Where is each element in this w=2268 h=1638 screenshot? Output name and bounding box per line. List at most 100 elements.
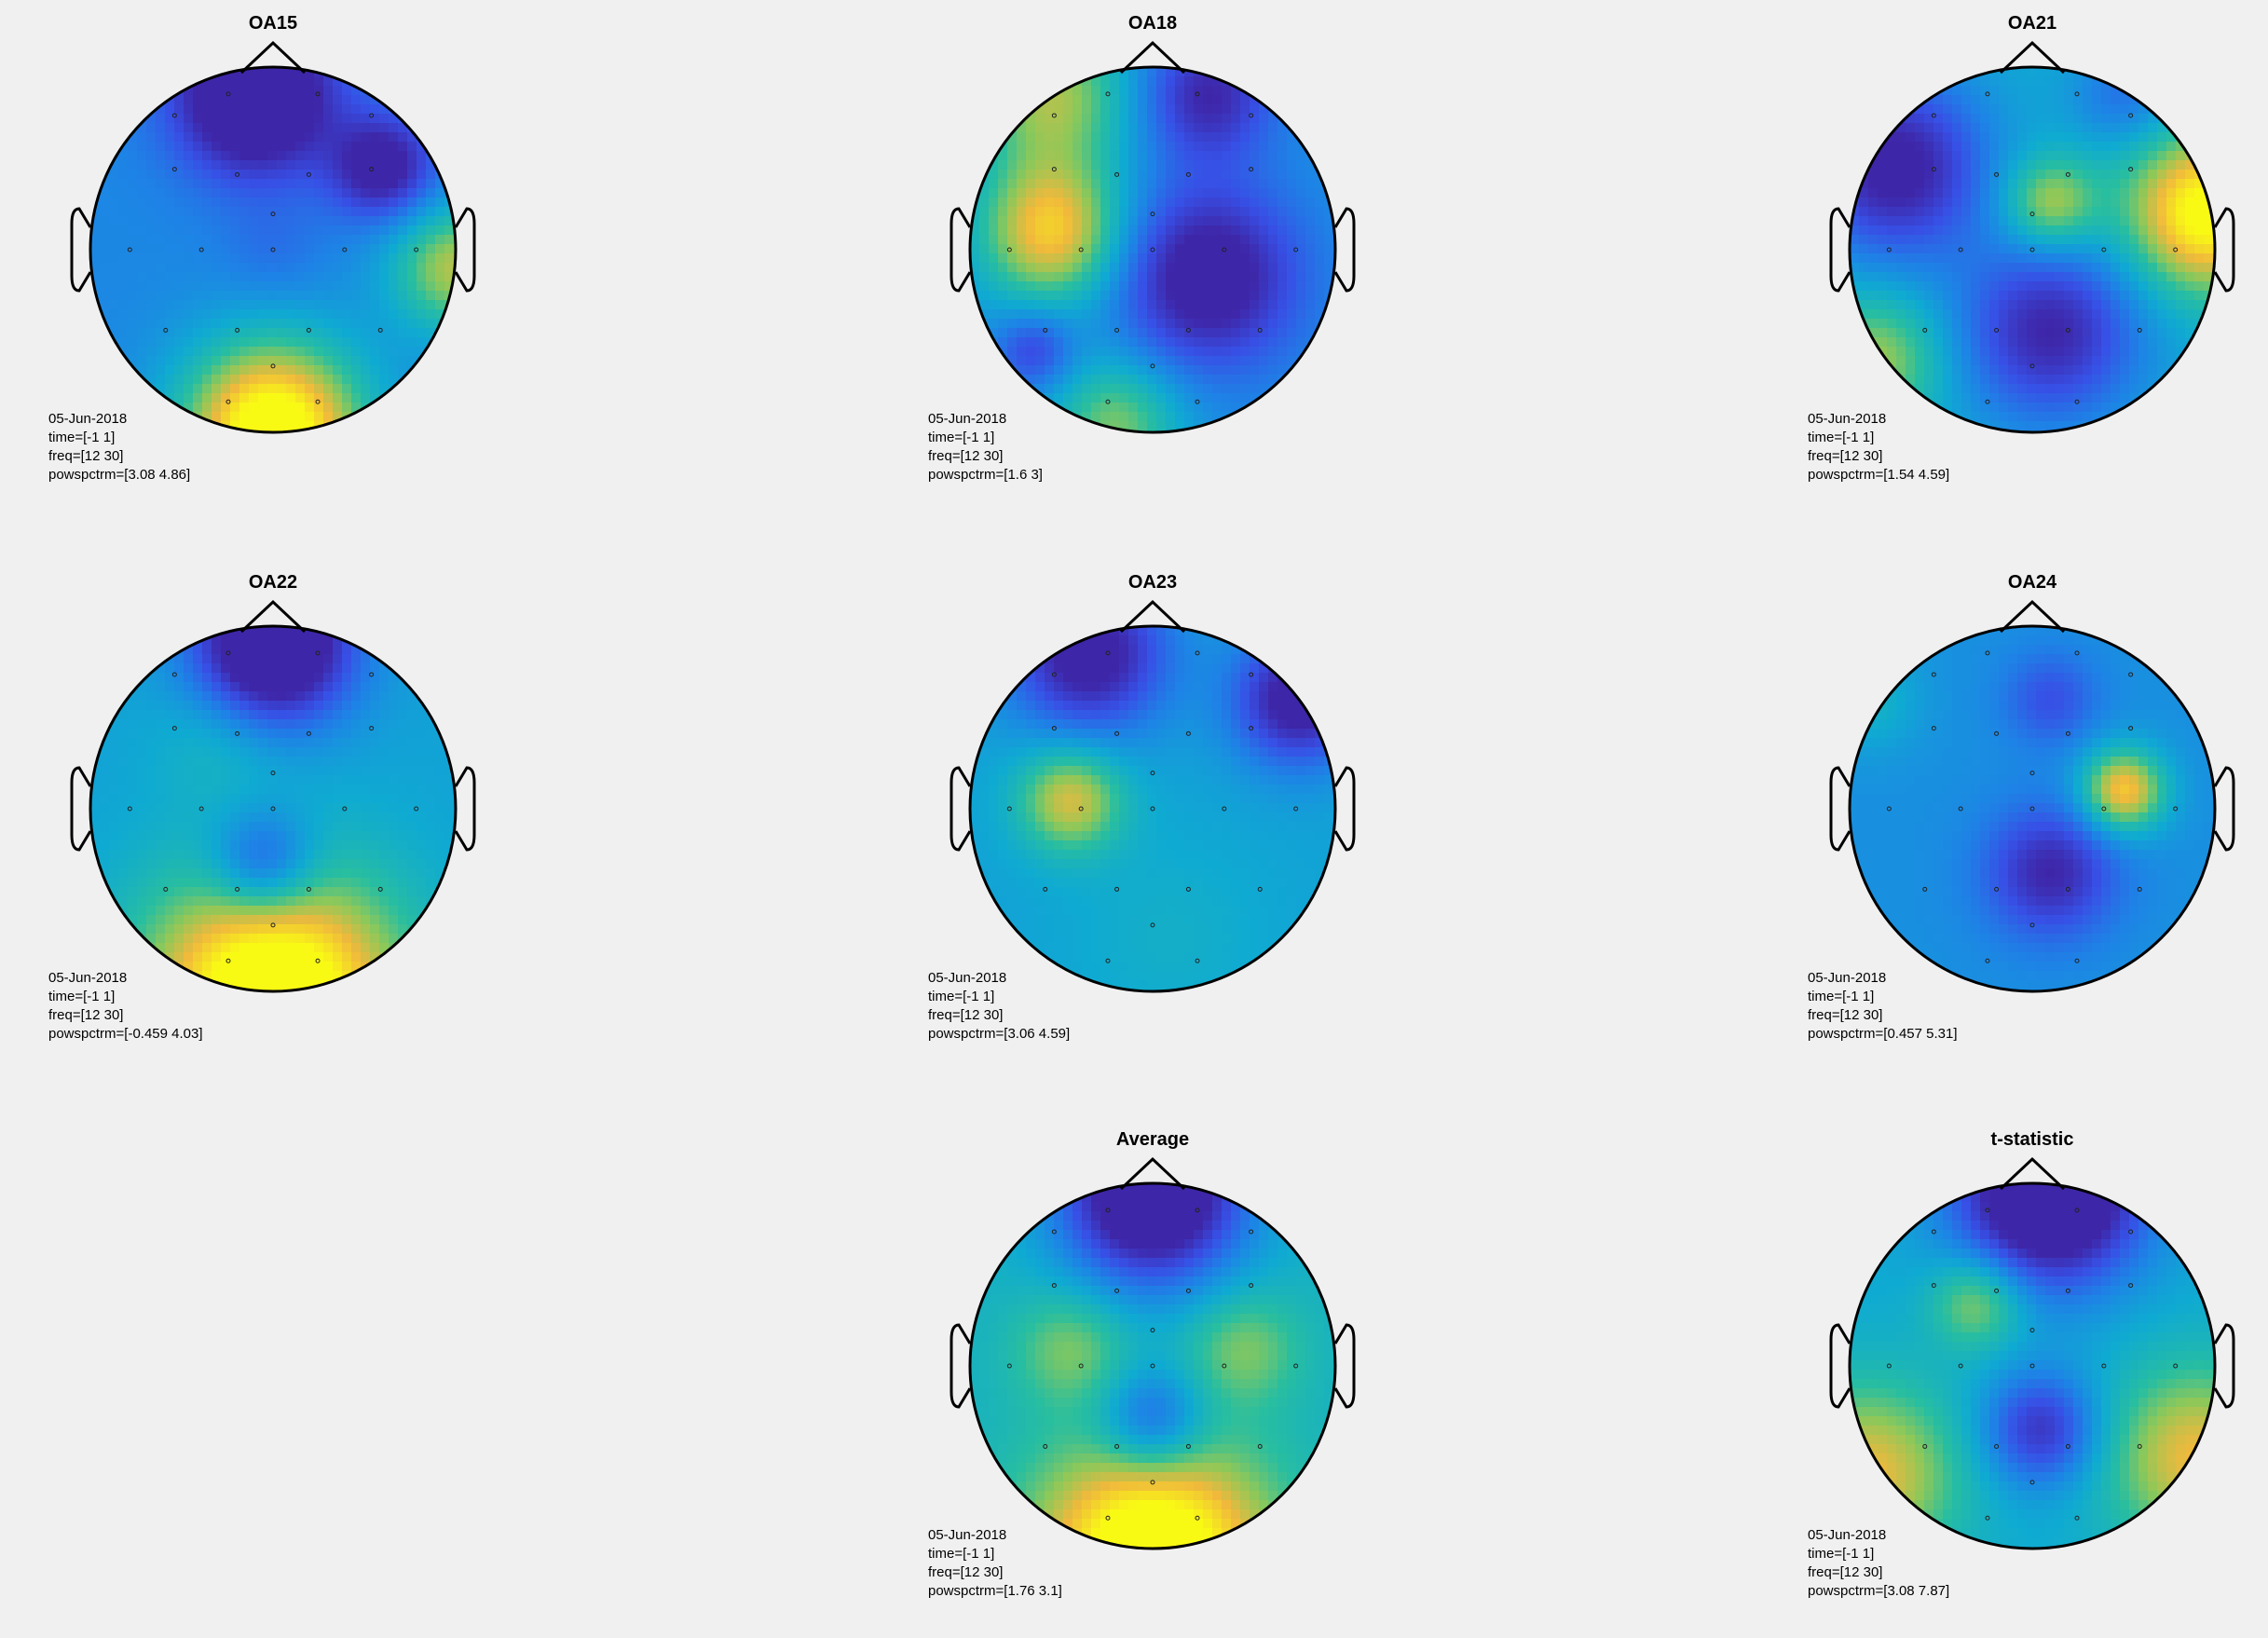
field-cell xyxy=(230,738,240,748)
field-cell xyxy=(212,95,222,105)
field-cell xyxy=(267,757,278,767)
field-cell xyxy=(323,701,334,711)
field-cell xyxy=(258,347,268,357)
field-cell xyxy=(277,850,287,860)
field-cell xyxy=(1296,337,1306,348)
field-cell xyxy=(230,216,240,226)
field-cell xyxy=(1887,356,1897,366)
field-cell xyxy=(1054,244,1064,254)
field-cell xyxy=(118,216,129,226)
field-cell xyxy=(1296,272,1306,282)
field-cell xyxy=(305,850,315,860)
field-cell xyxy=(239,114,250,124)
field-cell xyxy=(1952,393,1962,403)
field-cell xyxy=(1268,356,1278,366)
field-cell xyxy=(1259,244,1269,254)
field-cell xyxy=(1175,347,1185,357)
field-cell xyxy=(1952,188,1962,198)
field-cell xyxy=(2157,188,2167,198)
field-cell xyxy=(1184,430,1195,432)
field-cell xyxy=(239,663,250,674)
field-cell xyxy=(333,188,343,198)
field-cell xyxy=(1147,319,1157,329)
electrode-marker xyxy=(2074,399,2080,404)
field-cell xyxy=(314,850,324,860)
field-cell xyxy=(277,775,287,785)
field-cell xyxy=(370,654,380,664)
field-cell xyxy=(1054,132,1064,143)
field-cell xyxy=(212,868,222,879)
field-cell xyxy=(118,253,129,264)
field-cell xyxy=(156,840,166,851)
field-cell xyxy=(1138,356,1148,366)
field-cell xyxy=(2092,319,2102,329)
field-cell xyxy=(1878,319,1888,329)
field-cell xyxy=(361,412,371,422)
field-cell xyxy=(1906,375,1916,385)
field-cell xyxy=(1166,244,1176,254)
field-cell xyxy=(979,309,990,320)
field-cell xyxy=(426,253,436,264)
field-cell xyxy=(165,337,175,348)
field-cell xyxy=(2008,403,2018,413)
field-cell xyxy=(2111,281,2121,292)
field-cell xyxy=(370,356,380,366)
field-cell xyxy=(165,188,175,198)
field-cell xyxy=(2157,235,2167,245)
field-cell xyxy=(314,412,324,422)
field-cell xyxy=(398,822,408,832)
field-cell xyxy=(2008,272,2018,282)
field-cell xyxy=(2157,300,2167,310)
field-cell xyxy=(221,691,231,702)
field-cell xyxy=(239,300,250,310)
field-cell xyxy=(1222,393,1232,403)
field-cell xyxy=(118,291,129,301)
field-cell xyxy=(2008,365,2018,375)
field-cell xyxy=(342,300,352,310)
field-cell xyxy=(1073,225,1083,236)
field-cell xyxy=(2194,272,2205,282)
field-cell xyxy=(1184,393,1195,403)
field-cell xyxy=(277,663,287,674)
field-cell xyxy=(1268,337,1278,348)
field-cell xyxy=(2138,319,2149,329)
field-cell xyxy=(351,235,362,245)
field-cell xyxy=(109,859,119,869)
field-cell xyxy=(342,123,352,133)
field-cell xyxy=(2045,151,2056,161)
field-cell xyxy=(361,859,371,869)
field-cell xyxy=(1296,225,1306,236)
field-cell xyxy=(426,757,436,767)
field-cell xyxy=(2120,291,2130,301)
field-cell xyxy=(2148,309,2158,320)
info-range: powspctrm=[1.6 3] xyxy=(928,467,1043,483)
field-cell xyxy=(1305,300,1316,310)
field-cell xyxy=(1240,198,1250,208)
field-cell xyxy=(202,347,212,357)
field-cell xyxy=(193,142,203,152)
field-cell xyxy=(286,822,296,832)
field-cell xyxy=(221,393,231,403)
field-cell xyxy=(1943,179,1953,189)
field-cell xyxy=(2101,328,2111,338)
electrode-marker xyxy=(2173,247,2179,253)
field-cell xyxy=(1952,365,1962,375)
field-cell xyxy=(323,710,334,720)
field-cell xyxy=(2008,151,2018,161)
field-cell xyxy=(128,729,138,739)
field-cell xyxy=(295,663,306,674)
field-cell xyxy=(1896,291,1906,301)
field-cell xyxy=(128,253,138,264)
field-cell xyxy=(1315,337,1325,348)
field-cell xyxy=(2138,225,2149,236)
field-cell xyxy=(426,868,436,879)
field-cell xyxy=(1961,309,1972,320)
field-cell xyxy=(221,188,231,198)
field-cell xyxy=(1007,272,1018,282)
field-cell xyxy=(1989,198,2000,208)
field-cell xyxy=(2204,235,2214,245)
field-cell xyxy=(258,142,268,152)
field-cell xyxy=(286,123,296,133)
field-cell xyxy=(2157,309,2167,320)
field-cell xyxy=(1212,244,1223,254)
